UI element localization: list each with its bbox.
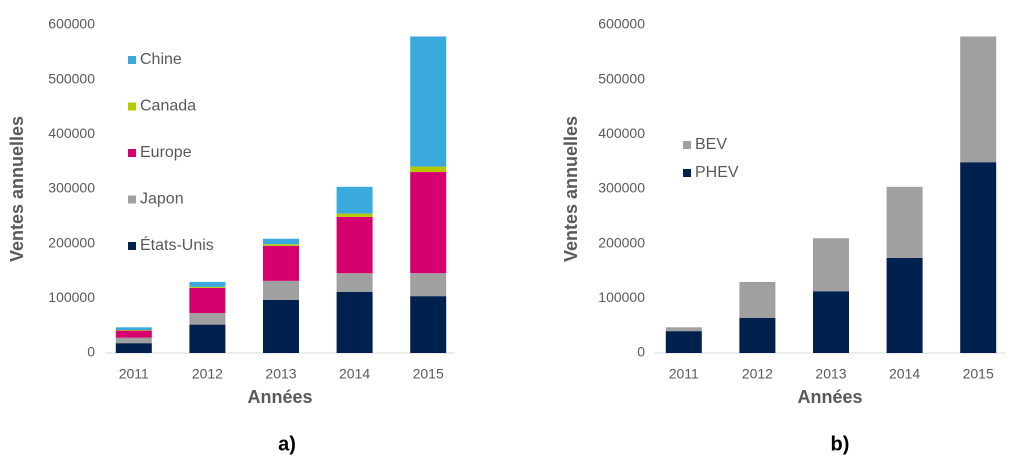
x-tick-label: 2011 xyxy=(669,366,699,382)
bar-segment xyxy=(189,286,226,288)
bar-segment xyxy=(115,327,152,331)
bar-segment xyxy=(665,331,702,353)
caption: a) xyxy=(278,433,296,455)
y-tick-label: 200000 xyxy=(598,234,645,250)
legend-swatch xyxy=(128,195,136,204)
bar-segment xyxy=(813,291,849,353)
caption: b) xyxy=(831,433,850,455)
legend-label: PHEV xyxy=(695,164,739,181)
legend-label: États-Unis xyxy=(140,235,214,254)
legend-swatch xyxy=(128,149,136,157)
bar-segment xyxy=(960,36,997,163)
bar-segment xyxy=(189,313,226,325)
x-axis-label: Années xyxy=(247,387,312,407)
bar-segment xyxy=(410,273,447,297)
y-axis-label: Ventes annuelles xyxy=(7,116,27,262)
bar-segment xyxy=(189,324,226,353)
bar-segment xyxy=(263,244,299,246)
y-tick-label: 100000 xyxy=(48,289,95,305)
x-tick-label: 2014 xyxy=(339,366,370,382)
y-tick-label: 100000 xyxy=(598,289,645,305)
bar-segment xyxy=(886,186,923,258)
x-tick-label: 2014 xyxy=(889,366,920,382)
y-tick-label: 600000 xyxy=(598,16,645,32)
bar-segment xyxy=(410,36,447,167)
bar-segment xyxy=(813,238,849,292)
bar-segment xyxy=(886,257,923,353)
legend-swatch xyxy=(128,242,136,250)
legend-label: Canada xyxy=(140,98,196,115)
legend-swatch xyxy=(683,169,691,177)
bar-segment xyxy=(263,280,299,300)
bar-segment xyxy=(115,330,152,338)
bar-segment xyxy=(336,213,373,217)
y-tick-label: 500000 xyxy=(48,70,95,86)
bar-segment xyxy=(410,296,447,353)
bar-segment xyxy=(336,273,373,292)
bar-segment xyxy=(336,291,373,353)
bar-segment xyxy=(336,186,373,214)
legend-label: BEV xyxy=(695,136,727,153)
bar-segment xyxy=(189,287,226,314)
y-tick-label: 400000 xyxy=(48,125,95,141)
x-tick-label: 2013 xyxy=(815,366,846,382)
bar-segment xyxy=(115,343,152,353)
legend-swatch xyxy=(128,102,136,111)
x-tick-label: 2013 xyxy=(265,366,296,382)
legend-label: Chine xyxy=(140,51,182,68)
bar-segment xyxy=(960,162,997,353)
y-tick-label: 300000 xyxy=(48,180,95,196)
x-tick-label: 2011 xyxy=(119,366,149,382)
bar-segment xyxy=(665,327,702,332)
bar-segment xyxy=(263,299,299,353)
y-tick-label: 600000 xyxy=(48,16,95,32)
legend-label: Europe xyxy=(140,144,192,161)
legend-label: Japon xyxy=(140,191,184,208)
bar-segment xyxy=(115,337,152,344)
bar-segment xyxy=(739,318,776,353)
y-tick-label: 500000 xyxy=(598,70,645,86)
bar-segment xyxy=(115,330,152,331)
y-axis-label: Ventes annuelles xyxy=(561,116,581,262)
x-tick-label: 2012 xyxy=(192,366,223,382)
legend-swatch xyxy=(128,56,136,64)
bar-segment xyxy=(739,281,776,319)
x-axis-label: Années xyxy=(797,387,862,407)
y-tick-label: 0 xyxy=(637,344,645,360)
bar-segment xyxy=(189,281,226,287)
y-tick-label: 0 xyxy=(87,344,95,360)
x-tick-label: 2015 xyxy=(963,366,994,382)
x-tick-label: 2012 xyxy=(742,366,773,382)
bar-segment xyxy=(336,216,373,274)
bar-segment xyxy=(263,238,299,245)
x-tick-label: 2015 xyxy=(413,366,444,382)
y-tick-label: 300000 xyxy=(598,180,645,196)
bar-segment xyxy=(410,166,447,173)
y-tick-label: 200000 xyxy=(48,234,95,250)
legend-swatch xyxy=(683,141,691,149)
bar-segment xyxy=(410,172,447,274)
y-tick-label: 400000 xyxy=(598,125,645,141)
bar-segment xyxy=(263,245,299,281)
